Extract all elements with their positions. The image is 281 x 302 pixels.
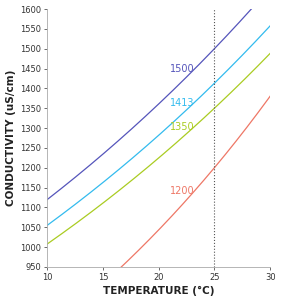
Text: 1200: 1200 (170, 186, 194, 196)
X-axis label: TEMPERATURE (°C): TEMPERATURE (°C) (103, 286, 214, 297)
Y-axis label: CONDUCTIVITY (uS/cm): CONDUCTIVITY (uS/cm) (6, 70, 15, 206)
Text: 1500: 1500 (170, 64, 194, 74)
Text: 1413: 1413 (170, 98, 194, 108)
Text: 1350: 1350 (170, 122, 194, 132)
